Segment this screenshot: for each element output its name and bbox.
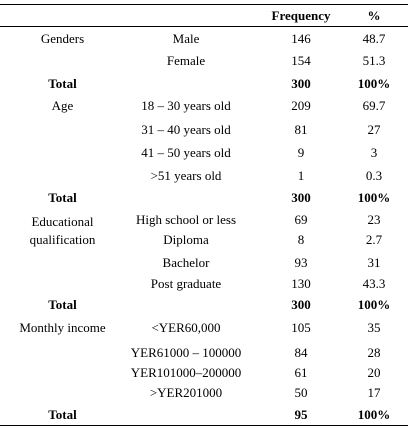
- row-percent: 43.3: [362, 276, 386, 291]
- header-frequency: Frequency: [271, 8, 331, 23]
- row-label: Diploma: [163, 232, 209, 247]
- row-label: >YER201000: [149, 385, 223, 400]
- row-percent: 3: [370, 145, 378, 160]
- total-frequency: 300: [291, 297, 311, 312]
- total-percent: 100%: [357, 76, 391, 91]
- total-frequency: 300: [291, 76, 311, 91]
- row-percent: 0.3: [365, 168, 383, 183]
- table-bottom-border: [0, 425, 408, 426]
- total-label: Total: [48, 190, 77, 205]
- row-percent: 69.7: [362, 98, 386, 113]
- row-label: Male: [172, 31, 200, 46]
- category-age: Age: [51, 98, 74, 113]
- row-frequency: 154: [291, 53, 311, 68]
- row-frequency: 69: [294, 212, 308, 227]
- total-label: Total: [48, 407, 77, 422]
- row-label: High school or less: [135, 212, 237, 227]
- row-percent: 28: [367, 345, 381, 360]
- row-frequency: 105: [291, 320, 311, 335]
- row-percent: 23: [367, 212, 381, 227]
- row-label: YER61000 – 100000: [130, 345, 242, 360]
- row-frequency: 1: [297, 168, 305, 183]
- table-top-border: [0, 4, 408, 5]
- row-frequency: 93: [294, 255, 308, 270]
- row-frequency: 146: [291, 31, 311, 46]
- row-frequency: 130: [291, 276, 311, 291]
- row-label: 41 – 50 years old: [141, 145, 231, 160]
- total-frequency: 300: [291, 190, 311, 205]
- row-label: 31 – 40 years old: [141, 122, 231, 137]
- total-label: Total: [48, 76, 77, 91]
- row-label: >51 years old: [150, 168, 222, 183]
- row-percent: 48.7: [362, 31, 386, 46]
- row-label: YER101000–200000: [130, 365, 242, 380]
- total-frequency: 95: [294, 407, 308, 422]
- row-frequency: 50: [294, 385, 308, 400]
- row-frequency: 81: [294, 122, 308, 137]
- category-monthly-income: Monthly income: [19, 320, 106, 335]
- row-label: <YER60,000: [151, 320, 221, 335]
- row-frequency: 9: [297, 145, 305, 160]
- row-frequency: 84: [294, 345, 308, 360]
- row-frequency: 209: [291, 98, 311, 113]
- row-label: 18 – 30 years old: [141, 98, 231, 113]
- header-divider: [0, 26, 408, 27]
- row-label: Female: [166, 53, 206, 68]
- row-percent: 20: [367, 365, 381, 380]
- total-percent: 100%: [357, 407, 391, 422]
- category-education-line2: qualification: [29, 232, 96, 247]
- row-percent: 27: [367, 122, 381, 137]
- row-label: Bachelor: [162, 255, 210, 270]
- total-label: Total: [48, 297, 77, 312]
- header-percent: %: [367, 8, 381, 23]
- total-percent: 100%: [357, 297, 391, 312]
- row-percent: 17: [367, 385, 381, 400]
- row-percent: 35: [367, 320, 381, 335]
- row-frequency: 8: [297, 232, 305, 247]
- row-percent: 2.7: [365, 232, 383, 247]
- row-label: Post graduate: [150, 276, 222, 291]
- category-genders: Genders: [40, 31, 85, 46]
- category-education-line1: Educational: [31, 214, 94, 229]
- row-percent: 51.3: [362, 53, 386, 68]
- total-percent: 100%: [357, 190, 391, 205]
- row-frequency: 61: [294, 365, 308, 380]
- row-percent: 31: [367, 255, 381, 270]
